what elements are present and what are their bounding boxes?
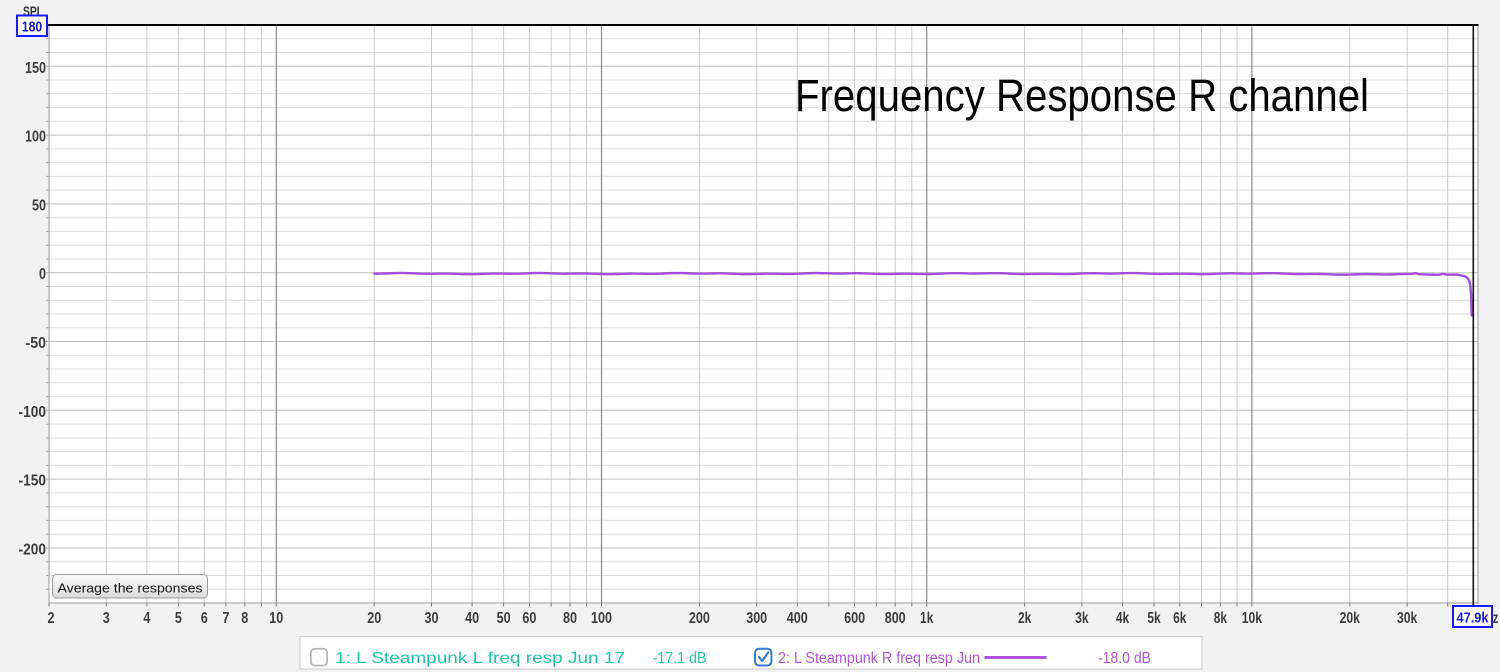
svg-text:-50: -50 bbox=[26, 335, 47, 352]
svg-text:10: 10 bbox=[269, 610, 283, 627]
svg-text:5k: 5k bbox=[1147, 610, 1160, 627]
svg-text:47.9k: 47.9k bbox=[1457, 609, 1490, 626]
svg-text:5: 5 bbox=[175, 610, 182, 627]
svg-text:3k: 3k bbox=[1075, 610, 1088, 627]
svg-text:400: 400 bbox=[787, 610, 808, 627]
svg-text:8k: 8k bbox=[1214, 610, 1227, 627]
svg-text:4: 4 bbox=[143, 610, 150, 627]
svg-text:8: 8 bbox=[241, 610, 248, 627]
svg-text:-150: -150 bbox=[19, 473, 47, 490]
svg-text:3: 3 bbox=[103, 610, 110, 627]
svg-text:-200: -200 bbox=[19, 542, 47, 559]
svg-text:50: 50 bbox=[497, 610, 511, 627]
svg-text:100: 100 bbox=[591, 610, 612, 627]
svg-text:180: 180 bbox=[22, 19, 43, 36]
svg-text:50: 50 bbox=[32, 197, 46, 214]
svg-text:1: L Steampunk L freq resp Jun: 1: L Steampunk L freq resp Jun 17 bbox=[335, 650, 625, 667]
svg-text:0: 0 bbox=[39, 266, 46, 283]
svg-text:7: 7 bbox=[222, 610, 229, 627]
svg-text:2: L Steampunk R freq resp Jun: 2: L Steampunk R freq resp Jun bbox=[778, 650, 980, 667]
svg-text:20k: 20k bbox=[1340, 610, 1360, 627]
svg-text:1k: 1k bbox=[920, 610, 933, 627]
svg-text:800: 800 bbox=[885, 610, 906, 627]
svg-text:6k: 6k bbox=[1173, 610, 1186, 627]
svg-text:10k: 10k bbox=[1242, 610, 1262, 627]
svg-text:2k: 2k bbox=[1018, 610, 1031, 627]
svg-text:600: 600 bbox=[844, 610, 865, 627]
svg-text:Average the responses: Average the responses bbox=[58, 581, 204, 596]
svg-text:40: 40 bbox=[465, 610, 479, 627]
svg-text:6: 6 bbox=[201, 610, 208, 627]
svg-text:Frequency Response R channel: Frequency Response R channel bbox=[795, 70, 1369, 121]
svg-text:-17.1 dB: -17.1 dB bbox=[653, 650, 707, 667]
svg-text:20: 20 bbox=[367, 610, 381, 627]
svg-text:-100: -100 bbox=[19, 404, 47, 421]
svg-text:100: 100 bbox=[25, 129, 46, 146]
svg-text:60: 60 bbox=[522, 610, 536, 627]
svg-text:300: 300 bbox=[746, 610, 767, 627]
svg-text:30: 30 bbox=[425, 610, 439, 627]
svg-text:2: 2 bbox=[48, 610, 55, 627]
svg-text:150: 150 bbox=[25, 60, 46, 77]
svg-text:30k: 30k bbox=[1397, 610, 1417, 627]
svg-text:80: 80 bbox=[563, 610, 577, 627]
svg-text:-18.0 dB: -18.0 dB bbox=[1098, 650, 1151, 667]
svg-text:4k: 4k bbox=[1116, 610, 1129, 627]
svg-text:200: 200 bbox=[689, 610, 710, 627]
